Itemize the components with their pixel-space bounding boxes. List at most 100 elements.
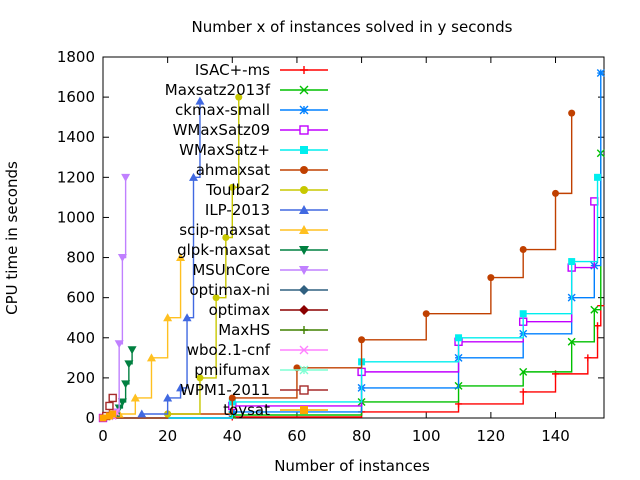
series-maxsatz2013f xyxy=(99,149,605,422)
y-axis-label: CPU time in seconds xyxy=(3,161,21,315)
legend-entry: optimax xyxy=(209,301,328,319)
legend-label: glpk-maxsat xyxy=(177,241,270,259)
data-point xyxy=(300,146,308,154)
legend: ISAC+-ms Maxsatz2013f ckmax-small WMaxSatz0… xyxy=(165,61,328,419)
series-line xyxy=(103,73,602,419)
data-point xyxy=(182,313,192,322)
series-toysat xyxy=(99,410,117,422)
data-point xyxy=(519,367,528,376)
data-point xyxy=(422,310,430,318)
data-point xyxy=(176,383,186,392)
data-point xyxy=(299,246,309,255)
data-point xyxy=(117,254,127,263)
data-point xyxy=(195,96,205,105)
legend-label: pmifumax xyxy=(194,361,270,379)
legend-label: MSUnCore xyxy=(192,261,270,279)
y-tick-label: 1800 xyxy=(57,48,95,66)
data-point xyxy=(552,189,560,197)
y-tick-label: 400 xyxy=(66,329,95,347)
data-point xyxy=(228,394,236,402)
legend-entry: glpk-maxsat xyxy=(177,241,328,259)
x-tick-label: 100 xyxy=(412,427,441,445)
legend-entry: MSUnCore xyxy=(192,261,328,279)
data-point xyxy=(196,374,204,382)
legend-entry: WMaxSatz+ xyxy=(179,141,328,159)
x-tick-label: 40 xyxy=(223,427,242,445)
data-point xyxy=(222,234,230,241)
series-isac-ms xyxy=(99,302,605,422)
x-tick-label: 0 xyxy=(98,427,108,445)
series-line xyxy=(103,113,573,419)
data-point xyxy=(299,225,309,234)
data-point xyxy=(590,197,599,206)
series-wmaxsatz09 xyxy=(98,197,599,423)
data-point xyxy=(596,69,605,78)
data-point xyxy=(121,173,131,182)
y-tick-label: 200 xyxy=(66,369,95,387)
data-point xyxy=(300,66,308,74)
data-point xyxy=(455,334,463,342)
data-point xyxy=(124,360,134,369)
data-point xyxy=(189,172,199,181)
legend-entry: ISAC+-ms xyxy=(195,61,328,79)
data-point xyxy=(299,285,309,295)
y-tick-label: 1200 xyxy=(57,168,95,186)
data-point xyxy=(519,388,527,396)
legend-entry: wbo2.1-cnf xyxy=(187,341,328,359)
data-point xyxy=(228,183,236,191)
x-axis-label: Number of instances xyxy=(274,457,430,475)
series-ilp-2013 xyxy=(137,96,205,418)
data-point xyxy=(176,253,186,262)
legend-label: optimax-ni xyxy=(189,281,270,299)
data-point xyxy=(108,393,117,403)
x-tick-label: 120 xyxy=(477,427,506,445)
y-tick-label: 1400 xyxy=(57,128,95,146)
data-point xyxy=(299,125,309,135)
series-group xyxy=(98,69,605,423)
data-point xyxy=(299,385,309,395)
data-point xyxy=(300,326,308,334)
data-point xyxy=(590,305,599,314)
data-point xyxy=(137,409,147,418)
data-point xyxy=(299,345,309,355)
data-point xyxy=(127,346,137,355)
data-point xyxy=(163,313,173,322)
data-point xyxy=(487,274,495,282)
legend-entry: WMaxSatz09 xyxy=(173,121,328,139)
y-tick-label: 800 xyxy=(66,249,95,267)
data-point xyxy=(299,205,309,214)
legend-entry: optimax-ni xyxy=(189,281,328,299)
plot-frame xyxy=(102,56,605,419)
legend-label: optimax xyxy=(209,301,271,319)
legend-entry: WPM1-2011 xyxy=(180,381,328,399)
data-point xyxy=(212,294,220,302)
y-tick-label: 1000 xyxy=(57,208,95,226)
series-wmaxsatz- xyxy=(99,173,602,422)
legend-label: WMaxSatz09 xyxy=(173,121,270,139)
series-line xyxy=(103,153,602,419)
data-point xyxy=(299,365,309,375)
data-point xyxy=(519,310,527,318)
data-point xyxy=(300,406,308,414)
data-point xyxy=(568,109,576,117)
legend-entry: ILP-2013 xyxy=(205,201,328,219)
data-point xyxy=(568,258,576,266)
data-point xyxy=(146,353,156,362)
plot-border xyxy=(102,56,605,419)
legend-entry: MaxHS xyxy=(218,321,328,339)
legend-entry: ahmaxsat xyxy=(196,161,328,179)
data-point xyxy=(358,336,366,344)
legend-label: WPM1-2011 xyxy=(180,381,270,399)
data-point xyxy=(299,105,309,115)
data-point xyxy=(109,410,117,418)
series-line xyxy=(119,257,182,415)
chart-title: Number x of instances solved in y second… xyxy=(192,18,513,36)
legend-entry: toysat xyxy=(223,401,328,419)
legend-label: ahmaxsat xyxy=(196,161,270,179)
legend-label: WMaxSatz+ xyxy=(179,141,270,159)
data-point xyxy=(584,354,592,362)
axis-ticks: 0 20 40 60 80 100 120 1400200400600800100012001… xyxy=(57,48,604,445)
data-point xyxy=(299,305,309,315)
data-point xyxy=(163,393,173,402)
